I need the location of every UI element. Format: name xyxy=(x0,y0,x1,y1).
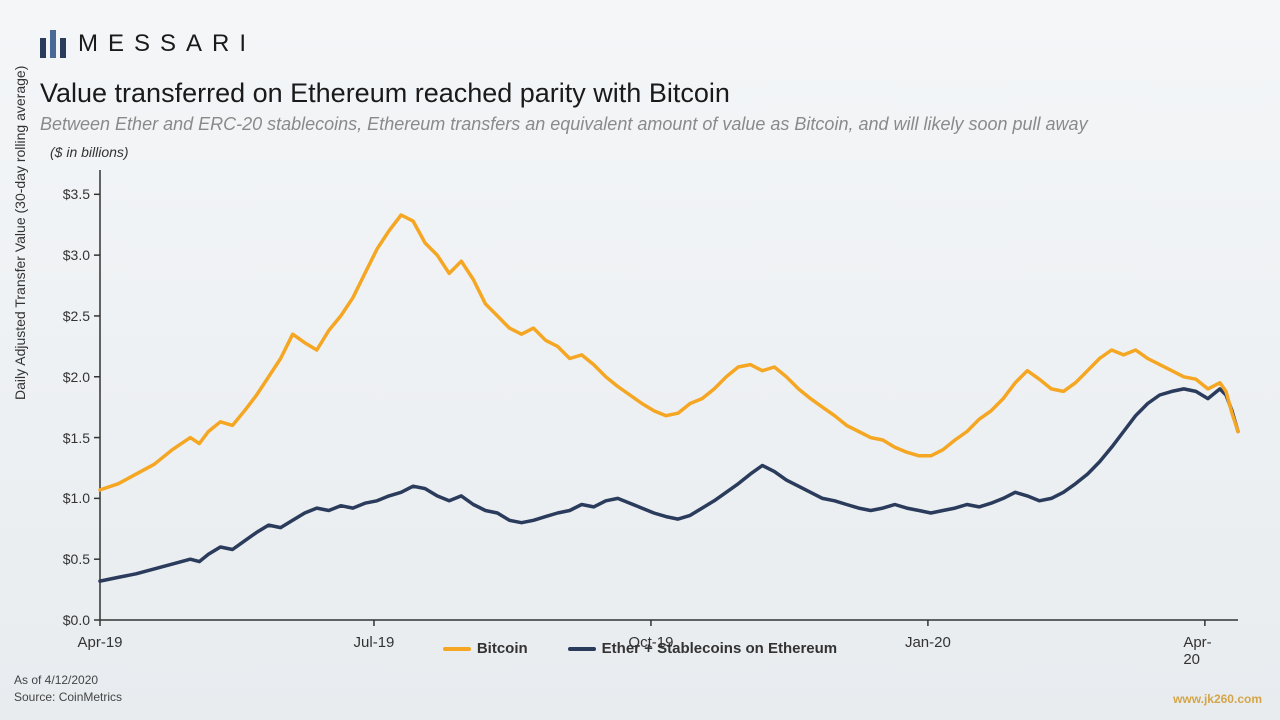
legend-item-ethereum: Ether + Stablecoins on Ethereum xyxy=(568,640,837,657)
ytick-label: $3.5 xyxy=(63,186,90,202)
ytick-label: $3.0 xyxy=(63,247,90,263)
chart-legend: Bitcoin Ether + Stablecoins on Ethereum xyxy=(0,640,1280,657)
chart-subtitle: Between Ether and ERC-20 stablecoins, Et… xyxy=(40,114,1088,135)
ytick-label: $1.0 xyxy=(63,490,90,506)
watermark: www.jk260.com xyxy=(1173,692,1262,706)
legend-label-ethereum: Ether + Stablecoins on Ethereum xyxy=(602,640,837,657)
logo-text: MESSARI xyxy=(78,30,256,58)
ytick-label: $0.5 xyxy=(63,551,90,567)
legend-swatch-ethereum xyxy=(568,647,596,651)
y-axis-unit: ($ in billions) xyxy=(50,144,129,160)
footer-meta: As of 4/12/2020 Source: CoinMetrics xyxy=(14,672,122,706)
ytick-label: $2.0 xyxy=(63,369,90,385)
chart-title: Value transferred on Ethereum reached pa… xyxy=(40,78,730,109)
ytick-label: $2.5 xyxy=(63,308,90,324)
logo-mark-icon xyxy=(40,30,72,58)
ytick-label: $0.0 xyxy=(63,612,90,628)
brand-logo: MESSARI xyxy=(40,30,256,58)
ytick-label: $1.5 xyxy=(63,430,90,446)
y-axis-label: Daily Adjusted Transfer Value (30-day ro… xyxy=(12,66,28,400)
footer-source: Source: CoinMetrics xyxy=(14,689,122,706)
legend-item-bitcoin: Bitcoin xyxy=(443,640,528,657)
legend-label-bitcoin: Bitcoin xyxy=(477,640,528,657)
line-chart: $0.0$0.5$1.0$1.5$2.0$2.5$3.0$3.5 Apr-19J… xyxy=(48,160,1248,630)
footer-date: As of 4/12/2020 xyxy=(14,672,122,689)
legend-swatch-bitcoin xyxy=(443,647,471,651)
